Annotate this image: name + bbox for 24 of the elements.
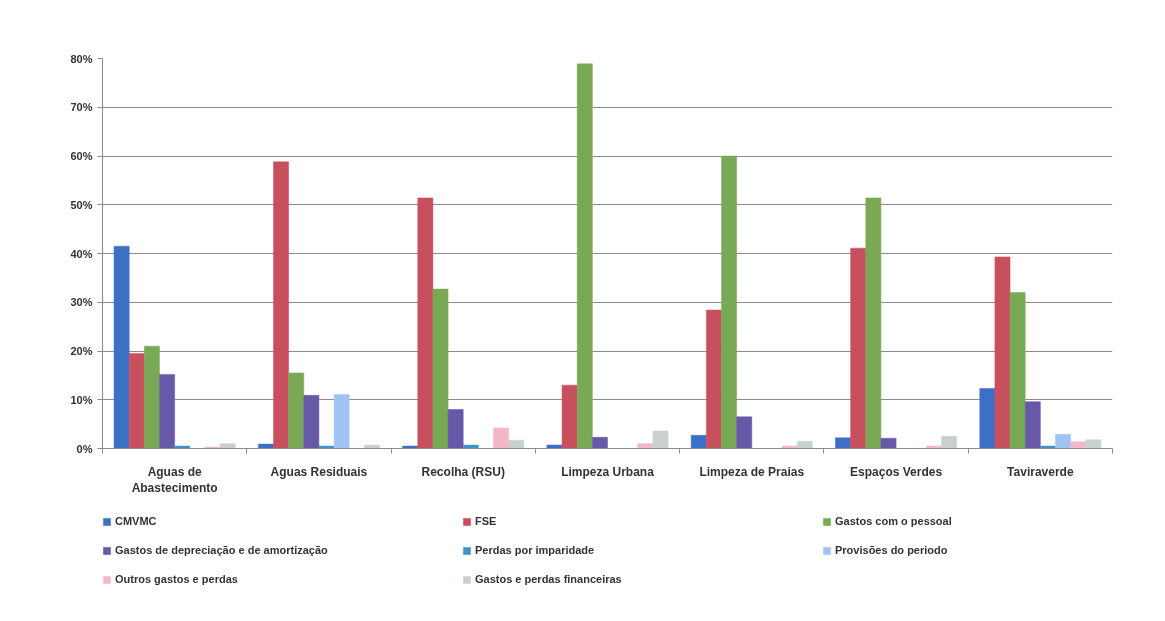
legend-label: Gastos de depreciação e de amortização <box>115 543 329 558</box>
y-tick-label: 30% <box>70 296 93 309</box>
x-tick-label: Aguas Residuais <box>270 464 368 479</box>
y-tick-label: 50% <box>70 198 93 211</box>
legend-label: Gastos e perdas financeiras <box>475 572 623 587</box>
y-tick-label: 20% <box>70 345 93 357</box>
y-tick-label: 70% <box>70 101 93 114</box>
x-tick-label: Limpeza Urbana <box>561 464 655 479</box>
y-tick-label: 40% <box>70 247 93 260</box>
legend-label: CMVMC <box>115 514 158 529</box>
x-tick-label: Taviraverde <box>1007 464 1074 479</box>
x-tick-label: Aguas de Abastecimento <box>131 464 218 496</box>
x-tick-label: Limpeza de Praias <box>699 464 805 479</box>
x-tick-label: Espaços Verdes <box>850 464 943 479</box>
legend-label: Provisões do periodo <box>835 543 949 558</box>
x-tick-label: Recolha (RSU) <box>421 464 505 479</box>
y-tick-label: 10% <box>70 393 93 406</box>
y-tick-label: 0% <box>76 442 93 455</box>
legend-label: Perdas por imparidade <box>475 543 596 558</box>
legend-label: Outros gastos e perdas <box>115 572 239 587</box>
y-tick-label: 60% <box>70 150 93 162</box>
legend-label: Gastos com o pessoal <box>835 514 953 529</box>
legend-label: FSE <box>475 514 498 529</box>
y-tick-label: 80% <box>70 52 93 65</box>
